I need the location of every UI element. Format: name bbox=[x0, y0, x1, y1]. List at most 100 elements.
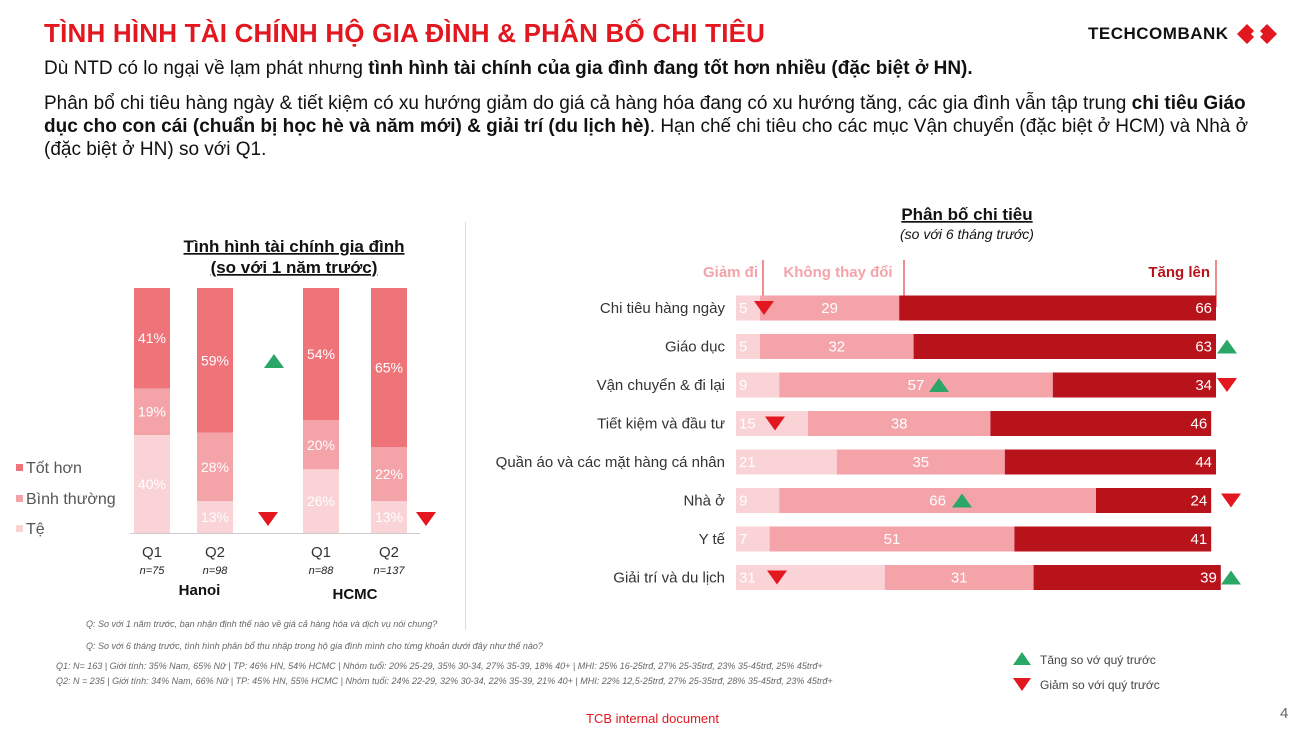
tick-label: Q2 bbox=[205, 544, 225, 561]
data-label: 9 bbox=[739, 493, 747, 510]
category-label: Giáo dục bbox=[665, 339, 726, 356]
bar-segment bbox=[303, 420, 339, 470]
legend-swatch bbox=[16, 495, 23, 502]
category-label: Tiết kiệm và đầu tư bbox=[597, 416, 725, 433]
page-number: 4 bbox=[1280, 705, 1289, 722]
data-label: 29 bbox=[821, 300, 838, 317]
household-finance-chart-subtitle: (so với 1 năm trước) bbox=[211, 258, 378, 277]
data-label: 31 bbox=[739, 570, 756, 587]
triangle-down-icon bbox=[416, 512, 436, 526]
bar-segment bbox=[760, 295, 900, 321]
data-label: 66 bbox=[929, 493, 946, 510]
bar-segment bbox=[197, 501, 233, 533]
triangle-up-icon bbox=[1221, 570, 1241, 585]
summary-line-2-text-c: . Hạn chế chi tiêu cho các mục Vận chuyể… bbox=[44, 116, 1249, 160]
footnote-question-2: Q: So với 6 tháng trước, tình hình phân … bbox=[86, 641, 543, 651]
bar-segment bbox=[303, 288, 339, 421]
bar-segment bbox=[760, 334, 914, 359]
data-label: 41% bbox=[138, 330, 166, 346]
data-label: 13% bbox=[375, 509, 403, 525]
column-header: Giảm đi bbox=[703, 264, 758, 281]
sample-size-label: n=98 bbox=[203, 565, 229, 577]
triangle-down-icon bbox=[1217, 378, 1237, 392]
column-header: Không thay đổi bbox=[783, 264, 892, 281]
bar-segment bbox=[1052, 372, 1216, 398]
summary-line-1: Dù NTD có lo ngại về lạm phát nhưng tình… bbox=[44, 58, 973, 80]
vertical-divider bbox=[465, 222, 466, 630]
footnote-sample-q1: Q1: N= 163 | Giới tính: 35% Nam, 65% Nữ … bbox=[56, 661, 823, 671]
legend-label: Bình thường bbox=[26, 491, 116, 508]
data-label: 28% bbox=[201, 459, 229, 475]
data-label: 57 bbox=[908, 377, 925, 394]
bar-segment bbox=[736, 488, 780, 513]
data-label: 34 bbox=[1195, 377, 1212, 394]
data-label: 46 bbox=[1191, 416, 1208, 433]
bar-segment bbox=[1096, 488, 1212, 513]
techcombank-diamond-icon bbox=[1236, 24, 1277, 44]
page-title: TÌNH HÌNH TÀI CHÍNH HỘ GIA ĐÌNH & PHÂN B… bbox=[44, 18, 766, 48]
group-label: Hanoi bbox=[179, 582, 221, 599]
data-label: 31 bbox=[951, 570, 968, 587]
triangle-up-icon bbox=[1217, 339, 1237, 354]
bar-segment bbox=[1014, 526, 1212, 552]
sample-size-label: n=75 bbox=[140, 565, 166, 577]
category-label: Chi tiêu hàng ngày bbox=[600, 300, 726, 317]
triangle-down-icon bbox=[765, 416, 785, 431]
spending-allocation-chart-subtitle: (so với 6 tháng trước) bbox=[900, 226, 1034, 242]
data-label: 26% bbox=[307, 493, 335, 509]
data-label: 35 bbox=[912, 454, 929, 471]
summary-line-2-bold: chi tiêu Giáo dục cho con cái (chuẩn bị … bbox=[44, 93, 1246, 137]
summary-line-1-text: Dù NTD có lo ngại về lạm phát nhưng bbox=[44, 58, 369, 79]
legend-swatch bbox=[16, 464, 23, 471]
triangle-down-icon bbox=[767, 570, 787, 585]
data-label: 19% bbox=[138, 404, 166, 420]
data-label: 20% bbox=[307, 437, 335, 453]
bar-segment bbox=[736, 372, 780, 398]
bar-segment bbox=[836, 449, 1005, 475]
group-label: HCMC bbox=[333, 586, 378, 603]
bar-segment bbox=[134, 288, 170, 389]
bar-segment bbox=[736, 526, 770, 552]
data-label: 21 bbox=[739, 454, 756, 471]
category-label: Quần áo và các mặt hàng cá nhân bbox=[496, 454, 725, 471]
bar-segment bbox=[134, 388, 170, 435]
bar-segment bbox=[769, 526, 1015, 552]
bar-segment bbox=[736, 565, 885, 590]
data-label: 63 bbox=[1195, 339, 1212, 356]
brand-name: TECHCOMBANK bbox=[1088, 24, 1229, 43]
triangle-down-icon bbox=[258, 512, 278, 526]
data-label: 40% bbox=[138, 476, 166, 492]
data-label: 66 bbox=[1195, 300, 1212, 317]
bar-segment bbox=[990, 411, 1212, 436]
footnote-sample-q2: Q2: N = 235 | Giới tính: 34% Nam, 66% Nữ… bbox=[56, 676, 833, 686]
bar-segment bbox=[736, 449, 837, 475]
triangle-up-icon bbox=[1013, 652, 1031, 665]
bar-segment bbox=[197, 432, 233, 502]
legend-swatch bbox=[16, 525, 23, 532]
category-label: Giải trí và du lịch bbox=[613, 570, 725, 587]
triangle-down-icon bbox=[1221, 493, 1241, 508]
data-label: 5 bbox=[739, 300, 747, 317]
bar-segment bbox=[808, 411, 991, 436]
household-finance-chart-title: Tình hình tài chính gia đình bbox=[184, 237, 405, 256]
triangle-down-icon bbox=[1013, 678, 1031, 691]
key-down-label: Giảm so với quý trước bbox=[1040, 678, 1160, 692]
tick-label: Q1 bbox=[311, 544, 331, 561]
household-finance-chart: Tình hình tài chính gia đình (so với 1 n… bbox=[16, 237, 436, 603]
summary-line-2-text-a: Phân bổ chi tiêu hàng ngày & tiết kiệm c… bbox=[44, 93, 1132, 114]
bar-segment bbox=[913, 334, 1216, 359]
data-label: 38 bbox=[891, 416, 908, 433]
data-label: 51 bbox=[884, 531, 901, 548]
tick-label: Q2 bbox=[379, 544, 399, 561]
spending-allocation-chart: Phân bố chi tiêu (so với 6 tháng trước) … bbox=[496, 205, 1241, 590]
bar-segment bbox=[134, 435, 170, 533]
data-label: 24 bbox=[1191, 493, 1208, 510]
data-label: 13% bbox=[201, 509, 229, 525]
data-label: 65% bbox=[375, 360, 403, 376]
legend-label: Tốt hơn bbox=[26, 460, 82, 477]
data-label: 9 bbox=[739, 377, 747, 394]
bar-segment bbox=[1033, 565, 1221, 590]
bar-segment bbox=[303, 469, 339, 533]
triangle-up-icon bbox=[952, 493, 972, 508]
data-label: 22% bbox=[375, 466, 403, 482]
